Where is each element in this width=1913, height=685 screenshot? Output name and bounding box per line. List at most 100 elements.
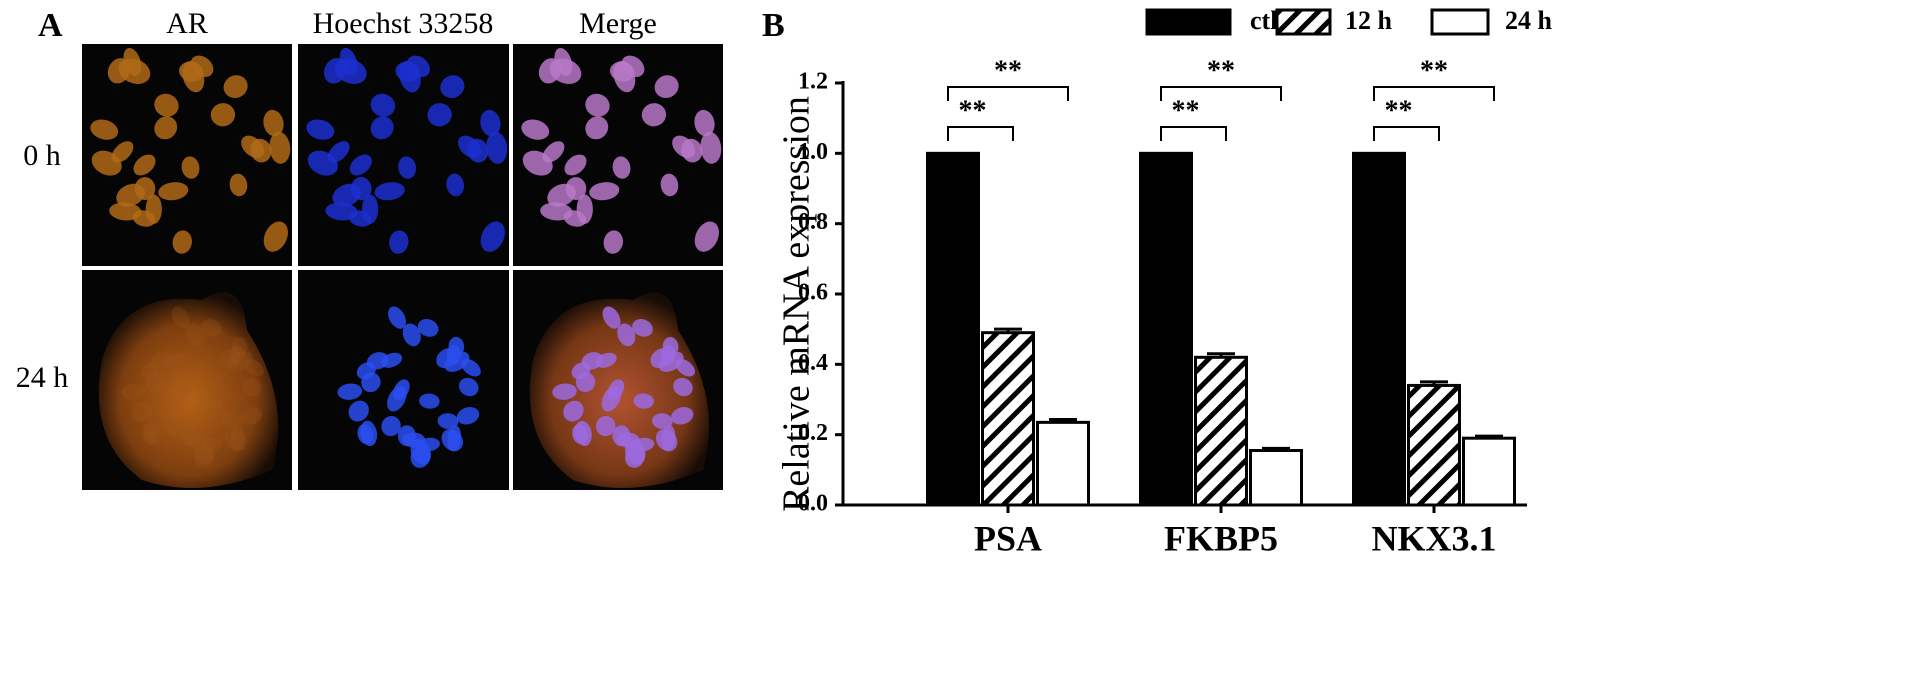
nucleus <box>612 156 631 179</box>
legend-swatch <box>1275 8 1332 36</box>
nucleus <box>121 383 146 400</box>
nucleus <box>337 383 363 400</box>
significance-label: ** <box>1385 95 1413 126</box>
nucleus <box>244 358 264 377</box>
nucleus <box>219 348 241 369</box>
nucleus <box>370 116 394 140</box>
nucleus <box>655 429 678 452</box>
nucleus <box>397 425 416 447</box>
nucleus <box>374 182 405 201</box>
nucleus <box>202 393 223 409</box>
column-label: Hoechst 33258 <box>313 7 494 40</box>
nucleus <box>339 47 358 76</box>
x-tick-label: FKBP5 <box>1164 518 1278 558</box>
nucleus <box>671 407 694 425</box>
nucleus <box>564 154 587 176</box>
nucleus <box>563 210 587 227</box>
column-label: Merge <box>579 7 657 40</box>
nucleus <box>633 393 654 409</box>
nucleus <box>111 141 134 163</box>
nucleus <box>595 416 616 437</box>
nucleus <box>446 173 465 197</box>
bar <box>981 331 1035 507</box>
nucleus <box>186 323 205 347</box>
bar <box>1194 355 1248 507</box>
nucleus <box>486 131 508 164</box>
nucleus <box>617 323 636 347</box>
nucleus <box>348 400 369 422</box>
bar <box>1352 151 1406 507</box>
nucleus <box>563 400 584 422</box>
nucleus <box>140 362 160 380</box>
legend-label: ctl <box>1250 6 1277 35</box>
nucleus <box>456 407 480 425</box>
nucleus <box>230 345 245 365</box>
nucleus <box>554 47 573 76</box>
nucleus <box>133 154 156 176</box>
nucleus <box>672 135 696 158</box>
nucleus <box>132 210 156 227</box>
nucleus <box>143 420 161 446</box>
significance-label: ** <box>994 55 1022 86</box>
significance-label: ** <box>1420 55 1448 86</box>
nucleus <box>393 379 410 401</box>
nucleus <box>263 221 288 252</box>
y-tick-label: 0.2 <box>798 420 828 446</box>
legend-swatch <box>1430 8 1490 36</box>
nucleus <box>521 119 550 140</box>
legend-label: 24 h <box>1505 6 1553 35</box>
nucleus <box>154 116 178 140</box>
significance-bracket <box>1373 86 1495 101</box>
bar <box>1462 436 1516 507</box>
y-axis-label: Relative mRNA expression <box>776 96 818 512</box>
nucleus <box>201 437 224 452</box>
nucleus <box>356 362 376 380</box>
nucleus <box>388 306 406 329</box>
nucleus <box>90 119 119 140</box>
y-tick-label: 1.2 <box>798 69 828 95</box>
significance-bracket <box>1160 126 1227 141</box>
nucleus <box>446 344 462 365</box>
nucleus <box>381 415 401 437</box>
nucleus <box>223 75 248 99</box>
nucleus <box>660 173 679 197</box>
nucleus <box>185 432 209 448</box>
y-tick-label: 0.4 <box>798 350 828 376</box>
nucleus <box>610 61 635 82</box>
nucleus <box>585 116 609 140</box>
bar <box>926 151 980 507</box>
legend-label: 12 h <box>1345 6 1393 35</box>
nucleus <box>154 93 179 117</box>
y-tick-label: 0.8 <box>798 209 828 235</box>
nucleus <box>612 425 631 447</box>
nucleus <box>179 61 204 82</box>
nucleus <box>389 230 409 254</box>
nucleus <box>193 439 215 465</box>
nucleus <box>132 400 153 422</box>
nucleus <box>585 93 610 117</box>
panel-label: B <box>762 7 785 44</box>
nucleus <box>172 230 192 254</box>
column-label: AR <box>166 7 208 40</box>
significance-label: ** <box>1207 55 1235 86</box>
nucleus <box>158 182 189 201</box>
nucleus <box>402 323 421 347</box>
significance-label: ** <box>959 95 987 126</box>
nucleus <box>176 379 194 401</box>
nucleus <box>181 425 200 447</box>
nucleus <box>241 135 265 158</box>
y-tick-label: 0.0 <box>798 491 828 517</box>
legend-swatch <box>1145 8 1232 36</box>
nucleus <box>164 352 186 368</box>
nucleus <box>552 383 577 400</box>
nucleus <box>694 109 715 137</box>
nucleus <box>231 336 248 357</box>
significance-bracket <box>1373 126 1440 141</box>
nucleus <box>240 407 263 425</box>
nucleus <box>123 47 142 76</box>
significance-label: ** <box>1172 95 1200 126</box>
nucleus <box>694 221 719 252</box>
nucleus <box>427 103 452 127</box>
